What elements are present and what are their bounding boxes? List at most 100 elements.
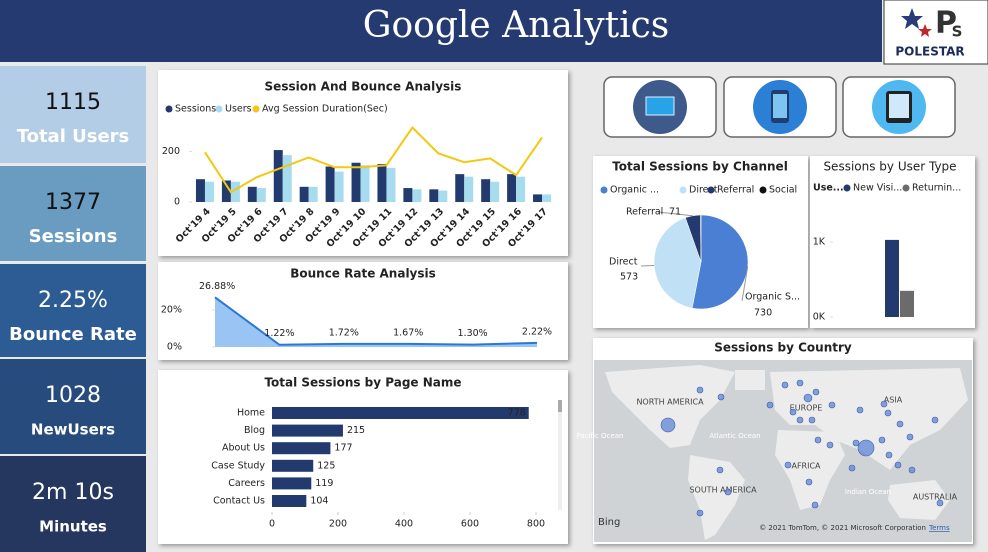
map-label: Atlantic Ocean — [709, 432, 760, 440]
map-terms[interactable]: Terms — [928, 524, 950, 532]
kpi-label: Total Users — [17, 126, 130, 147]
y-tick-label: Blog — [244, 425, 265, 436]
kpi-value: 1115 — [45, 90, 101, 115]
map-bubble — [660, 417, 676, 433]
x-tick-label: 200 — [329, 519, 347, 530]
chart-title: Sessions by User Type — [823, 160, 956, 174]
map-label: NORTH AMERICA — [636, 398, 704, 407]
legend-label: Sessions — [175, 104, 216, 115]
kpi-value: 2.25% — [38, 288, 108, 313]
kpi-card — [0, 166, 146, 261]
data-label: 1.67% — [393, 327, 423, 338]
legend-label: Direct — [689, 185, 718, 196]
icon — [645, 96, 675, 116]
kpi-card — [0, 359, 146, 454]
map-label: AFRICA — [791, 462, 821, 471]
bar — [282, 155, 292, 202]
map-bubble — [805, 478, 813, 486]
kpi-card — [0, 456, 146, 552]
legend-label: New Visi... — [853, 183, 902, 194]
legend-label: Organic ... — [610, 185, 659, 196]
map-bubble — [906, 433, 914, 441]
map-bubble — [896, 420, 904, 428]
y-tick-label: 0K — [813, 312, 826, 323]
data-label: 177 — [334, 443, 352, 454]
map-bubble — [894, 461, 902, 469]
slice-label: Referral — [626, 207, 663, 218]
scrollbar-thumb — [558, 400, 562, 412]
slice-label: Direct — [609, 257, 638, 268]
data-label: 730 — [754, 308, 772, 319]
data-label: 71 — [669, 207, 681, 218]
map-label: Indian Ocean — [845, 488, 891, 496]
map-label: ASIA — [884, 396, 903, 405]
kpi-card — [0, 66, 146, 163]
kpi-label: NewUsers — [31, 421, 115, 439]
map-bubble — [811, 501, 819, 509]
chart-title: Session And Bounce Analysis — [265, 80, 462, 94]
map-bubble — [936, 499, 944, 507]
area — [215, 297, 537, 347]
data-label: 2.22% — [522, 326, 552, 337]
legend-label: Users — [225, 104, 252, 115]
data-label: 778 — [508, 408, 526, 419]
legend-marker — [600, 186, 608, 194]
bar — [481, 179, 491, 202]
land — [688, 455, 745, 540]
map-bubble — [857, 439, 875, 457]
map-label: SOUTH AMERICA — [689, 486, 757, 495]
map-bubble — [848, 464, 856, 472]
line — [204, 125, 543, 194]
y-tick-label: Case Study — [211, 460, 265, 471]
map-bubble — [724, 488, 732, 496]
data-label: 215 — [347, 425, 365, 436]
land — [775, 430, 845, 510]
map-label: AUSTRALIA — [913, 493, 958, 502]
map-bubble — [878, 436, 886, 444]
bar — [272, 495, 307, 507]
legend-label: Social — [769, 185, 797, 196]
legend-label: Returnin... — [912, 183, 961, 194]
line — [214, 296, 538, 346]
bar — [455, 174, 465, 202]
chart-title: Total Sessions by Channel — [612, 160, 788, 174]
bar — [247, 186, 257, 202]
map-label: Pacific Ocean — [577, 432, 624, 440]
leader-line — [657, 211, 693, 217]
map-bubble — [885, 451, 893, 459]
legend-marker — [707, 186, 715, 194]
kpi-value: 2m 10s — [32, 480, 114, 505]
bar — [272, 407, 529, 419]
data-label: 104 — [310, 496, 328, 507]
land — [888, 480, 950, 520]
map-bubble — [696, 509, 704, 517]
map-bubble — [856, 406, 864, 414]
map-bubble — [784, 461, 792, 469]
map-bubble — [696, 386, 704, 394]
map-bubble — [884, 409, 892, 417]
map-bubble — [766, 401, 774, 409]
bar — [885, 239, 899, 317]
legend-label: Referral — [717, 185, 754, 196]
bar — [272, 459, 314, 472]
map-bubble — [826, 441, 834, 449]
y-tick-label: Careers — [228, 478, 265, 489]
map-bubble — [931, 416, 939, 424]
legend-marker — [215, 105, 223, 113]
map-bubble — [852, 439, 860, 447]
bar — [272, 424, 343, 437]
map-title: Sessions by Country — [714, 341, 852, 355]
map-bubble — [808, 416, 816, 424]
pie-slice — [700, 214, 702, 263]
bar — [360, 165, 370, 202]
bar — [195, 179, 205, 202]
bar — [438, 190, 448, 202]
device-button[interactable] — [723, 76, 837, 138]
map-bubble — [908, 466, 916, 474]
data-label: 119 — [315, 478, 333, 489]
device-button[interactable] — [603, 76, 717, 138]
logo-text: POLESTAR — [895, 45, 964, 59]
bar — [230, 181, 240, 202]
device-button[interactable] — [842, 76, 956, 138]
slice-label: Organic S... — [745, 292, 800, 303]
